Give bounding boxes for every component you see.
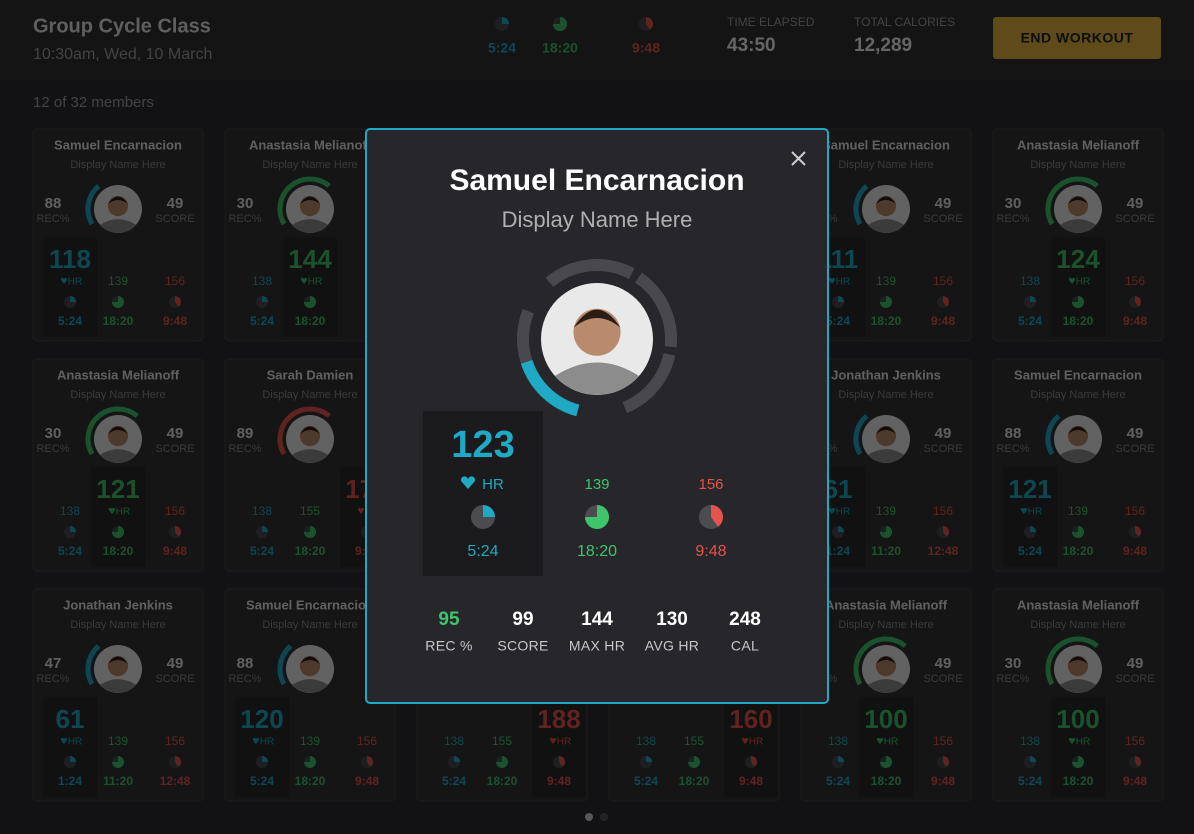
ring-arc	[545, 259, 635, 288]
stat-value: 144	[581, 609, 613, 630]
ring-arc	[634, 272, 677, 348]
heart-rate: 123	[451, 424, 514, 466]
avatar-hair	[573, 309, 621, 328]
stat-label: MAX HR	[569, 638, 625, 654]
zone-time: 5:24	[467, 543, 498, 560]
ring-arc	[622, 352, 676, 414]
stat-value: 248	[729, 609, 761, 630]
avatar-head	[573, 308, 621, 356]
display-name: Display Name Here	[502, 207, 693, 232]
stat-value: 99	[512, 609, 533, 630]
zone-bpm: 139	[584, 476, 609, 493]
hr-ring	[520, 359, 580, 417]
stat-label: CAL	[731, 638, 759, 654]
zone-time: 18:20	[577, 543, 617, 560]
hr-label: HR	[482, 476, 504, 493]
zone-pie-slice	[711, 505, 723, 527]
stat-value: 130	[656, 609, 688, 630]
zone-pie-slice	[483, 505, 495, 517]
heart-icon	[460, 476, 476, 489]
zone-bpm: 156	[698, 476, 723, 493]
zone-pie-slice	[585, 505, 609, 529]
member-name: Samuel Encarnacion	[449, 164, 744, 197]
avatar-body	[555, 362, 639, 395]
zone-time: 9:48	[695, 543, 726, 560]
close-button[interactable]	[791, 151, 806, 166]
stat-label: AVG HR	[645, 638, 699, 654]
stat-label: SCORE	[497, 638, 548, 654]
stat-value: 95	[438, 609, 460, 630]
stat-label: REC %	[425, 638, 472, 654]
active-zone-bg	[423, 411, 543, 576]
